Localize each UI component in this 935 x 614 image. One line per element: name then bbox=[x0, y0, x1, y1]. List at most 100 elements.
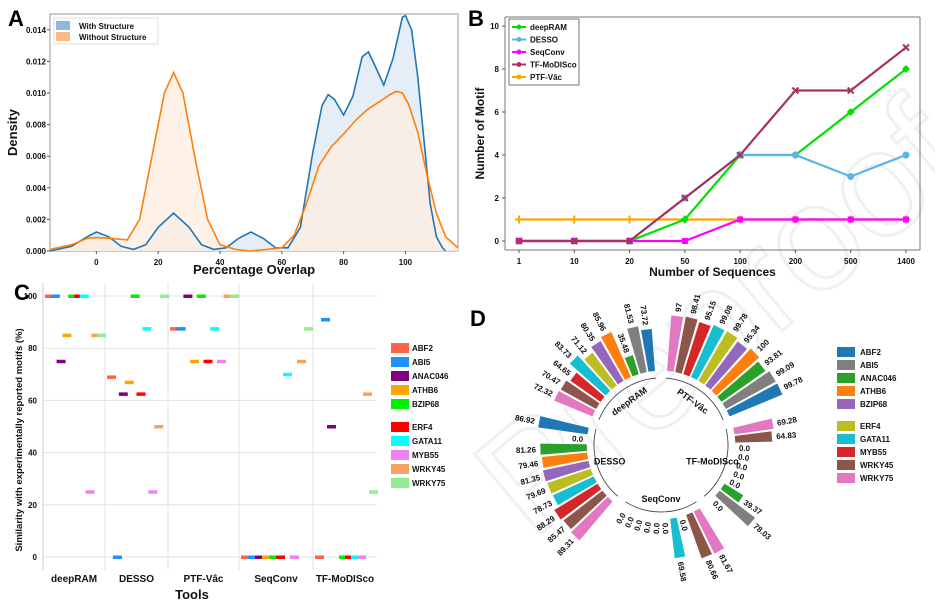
strip-mark-GATA11 bbox=[351, 555, 360, 559]
bar-value-label: 0.0 bbox=[735, 461, 749, 473]
y-tick-label: 2 bbox=[495, 194, 500, 203]
marker bbox=[902, 65, 910, 73]
legend-label: ANAC046 bbox=[860, 374, 897, 383]
y-tick-label: 6 bbox=[495, 108, 500, 117]
bar-value-label: 81.26 bbox=[516, 445, 537, 455]
y-tick-label: 0 bbox=[33, 553, 38, 562]
legend-swatch bbox=[837, 399, 855, 409]
marker bbox=[625, 215, 634, 224]
bar-value-label: 73.72 bbox=[638, 305, 650, 327]
strip-mark-MYB55 bbox=[290, 555, 299, 559]
legend-label: MYB55 bbox=[860, 448, 887, 457]
legend-swatch bbox=[391, 371, 409, 381]
legend-label: ERF4 bbox=[860, 422, 881, 431]
legend-label: ATHB6 bbox=[860, 387, 887, 396]
strip-mark-ANAC046 bbox=[327, 425, 336, 429]
strip-mark-WRKY75 bbox=[369, 490, 378, 494]
strip-mark-MYB55 bbox=[85, 490, 95, 494]
strip-mark-ERF4 bbox=[136, 392, 146, 396]
center bbox=[594, 378, 728, 512]
legend-swatch bbox=[837, 421, 855, 431]
circular-bar-ABI5 bbox=[714, 489, 756, 528]
y-axis-label: Density bbox=[5, 108, 20, 156]
strip-mark-ERF4 bbox=[203, 359, 213, 364]
x-tick-label: 20 bbox=[154, 258, 163, 267]
strip-mark-MYB55 bbox=[357, 555, 366, 559]
legend-swatch bbox=[837, 473, 855, 483]
strip-mark-BZIP68 bbox=[68, 294, 78, 298]
bar-value-label: 0.0 bbox=[660, 523, 670, 535]
marker bbox=[515, 237, 523, 245]
legend: With Structure Without Structure bbox=[53, 17, 159, 45]
legend-label: TF-MoDISco bbox=[530, 61, 577, 70]
legend-label: MYB55 bbox=[412, 451, 439, 460]
x-tick-label: 50 bbox=[680, 257, 689, 266]
legend-swatch bbox=[391, 464, 409, 474]
legend-label: ERF4 bbox=[412, 423, 433, 432]
legend-swatch bbox=[391, 343, 409, 353]
circular-bar-GATA11 bbox=[568, 354, 612, 397]
legend-label: WRKY45 bbox=[860, 461, 894, 470]
circular-bar-ANAC046 bbox=[716, 360, 767, 403]
marker bbox=[847, 173, 855, 180]
strip-mark-BZIP68 bbox=[196, 294, 206, 298]
marker bbox=[791, 151, 799, 159]
y-tick-label: 0.008 bbox=[26, 121, 47, 130]
strip-mark-ABI5 bbox=[176, 327, 186, 331]
legend: deepRAM DESSO SeqConv TF-MoDISco PTF-Vâc bbox=[508, 18, 580, 86]
marker bbox=[570, 215, 579, 224]
x-tick-label: 200 bbox=[789, 257, 803, 266]
circular-bar-BZIP68 bbox=[542, 460, 591, 482]
bar-value-label: 0.0 bbox=[737, 452, 750, 463]
legend-marker bbox=[516, 37, 522, 42]
legend-box bbox=[53, 17, 159, 45]
strip-mark-ABF2 bbox=[241, 555, 250, 559]
group-arc bbox=[703, 428, 729, 497]
marker bbox=[792, 216, 799, 223]
legend-marker bbox=[516, 24, 522, 30]
bar-value-label: 78.03 bbox=[752, 522, 773, 542]
strip-mark-BZIP68 bbox=[269, 555, 278, 559]
strip-mark-ERF4 bbox=[276, 555, 285, 559]
plot-area bbox=[43, 283, 377, 570]
marker bbox=[736, 151, 744, 159]
strip-mark-ABI5 bbox=[112, 555, 122, 559]
legend-swatch bbox=[56, 21, 70, 30]
strip-mark-WRKY45 bbox=[363, 392, 372, 396]
strip-mark-BZIP68 bbox=[339, 555, 348, 559]
legend-swatch bbox=[837, 447, 855, 457]
bar-value-label: 79.46 bbox=[518, 459, 540, 471]
y-tick-label: 0.010 bbox=[26, 89, 47, 98]
x-tick-label: deepRAM bbox=[51, 574, 97, 585]
legend-label: WRKY75 bbox=[412, 479, 446, 488]
legend-marker bbox=[516, 74, 522, 80]
circular-bar-BZIP68 bbox=[590, 340, 625, 386]
strip-mark-ERF4 bbox=[74, 294, 83, 298]
legend-marker bbox=[516, 49, 522, 55]
group-label: DESSO bbox=[594, 457, 626, 467]
circular-bar-WRKY75 bbox=[693, 507, 726, 555]
strip-mark-ATHB6 bbox=[190, 359, 200, 364]
y-tick-label: 0.004 bbox=[26, 184, 47, 193]
legend-label: BZIP68 bbox=[412, 400, 440, 409]
circular-bar-ATHB6 bbox=[710, 347, 761, 397]
y-tick-label: 0 bbox=[495, 237, 500, 246]
bar-value-label: 0.0 bbox=[572, 434, 584, 444]
circular-bar-ABI5 bbox=[721, 370, 777, 410]
circular-bar-WRKY45 bbox=[559, 379, 601, 410]
bar-value-label: 81.67 bbox=[717, 553, 735, 575]
legend-swatch bbox=[391, 357, 409, 367]
strip-mark-WRKY75 bbox=[160, 294, 170, 298]
marker bbox=[846, 108, 855, 116]
group-label: TF-MoDISco bbox=[686, 457, 739, 467]
marker bbox=[515, 215, 523, 224]
y-tick-label: 80 bbox=[28, 344, 37, 353]
x-tick-label: PTF-Vâc bbox=[183, 574, 223, 585]
legend-label: Without Structure bbox=[79, 33, 147, 42]
circular-bar-GATA11 bbox=[669, 516, 686, 559]
y-tick-label: 100 bbox=[24, 292, 38, 301]
legend-label: ABF2 bbox=[412, 344, 433, 353]
y-tick-label: 0.002 bbox=[26, 215, 47, 224]
strip-mark-GATA11 bbox=[79, 294, 89, 298]
